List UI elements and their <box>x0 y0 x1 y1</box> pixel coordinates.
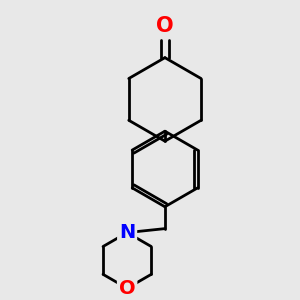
Text: O: O <box>156 16 174 36</box>
Text: O: O <box>119 279 136 298</box>
Text: N: N <box>119 223 135 242</box>
